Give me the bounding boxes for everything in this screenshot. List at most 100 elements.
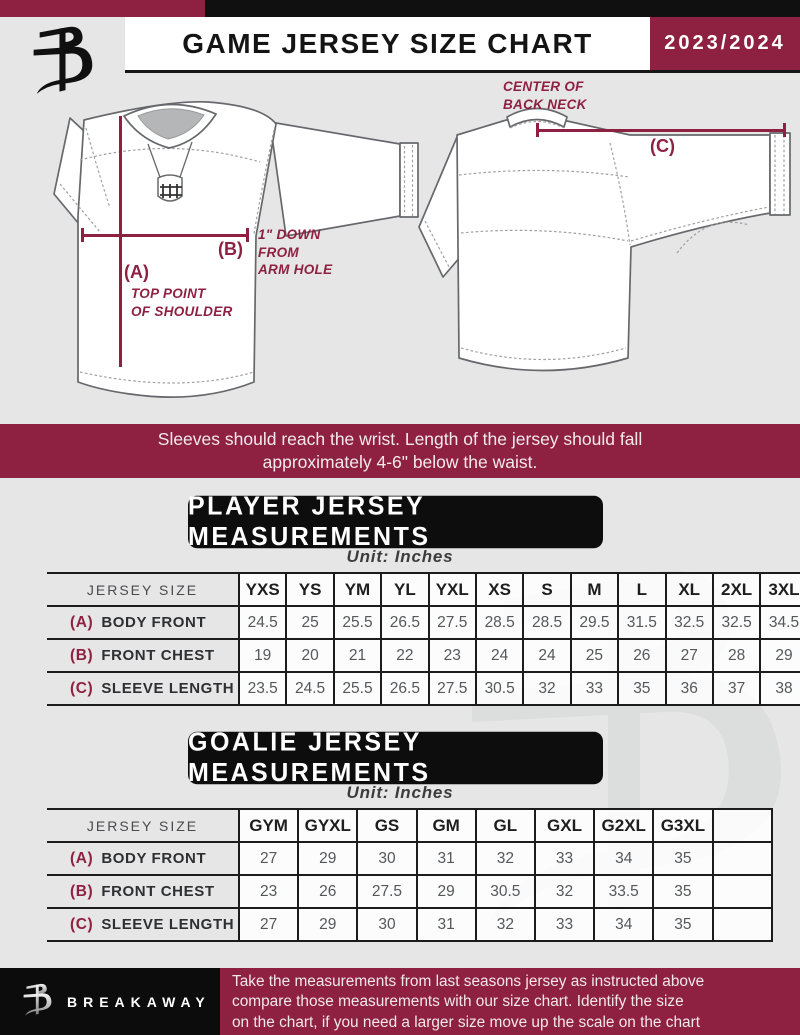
measurement-cell: 32.5 bbox=[711, 605, 762, 640]
season-badge: 2023/2024 bbox=[650, 17, 800, 70]
measurement-cell: 31.5 bbox=[617, 605, 667, 640]
measure-line-c-tick-left bbox=[536, 123, 539, 137]
measurement-cell: 27 bbox=[237, 841, 300, 876]
size-column-header: GYM bbox=[237, 808, 300, 843]
measurement-cell: 24.5 bbox=[285, 671, 335, 706]
breakaway-logo-icon bbox=[33, 26, 93, 94]
row-label: (B) FRONT CHEST bbox=[47, 874, 240, 909]
measurement-cell: 29 bbox=[297, 841, 359, 876]
row-marker: (B) bbox=[70, 882, 94, 900]
measurement-cell: 31 bbox=[415, 841, 477, 876]
measurement-cell: 27 bbox=[237, 907, 300, 942]
note-line: OF SHOULDER bbox=[131, 303, 233, 319]
footer-line: Take the measurements from last seasons … bbox=[232, 972, 705, 990]
size-column-header: 3XL bbox=[759, 572, 800, 607]
center-back-neck-note: CENTER OF BACK NECK bbox=[503, 78, 587, 113]
measurement-cell bbox=[711, 841, 773, 876]
one-inch-down-note: 1" DOWN FROM ARM HOLE bbox=[258, 226, 332, 279]
size-column-header: L bbox=[617, 572, 667, 607]
measurement-cell: 30.5 bbox=[474, 874, 536, 909]
row-name: FRONT CHEST bbox=[101, 882, 215, 900]
page-title: GAME JERSEY SIZE CHART bbox=[125, 17, 650, 70]
measurement-cell: 24 bbox=[522, 638, 572, 673]
measurement-cell: 27 bbox=[664, 638, 714, 673]
measurement-cell: 32.5 bbox=[664, 605, 714, 640]
measurement-cell: 31 bbox=[415, 907, 477, 942]
measurement-cell: 22 bbox=[380, 638, 430, 673]
measurement-cell: 30 bbox=[356, 841, 418, 876]
note-line: FROM bbox=[258, 244, 299, 260]
row-marker: (C) bbox=[70, 915, 94, 933]
measurement-cell: 23 bbox=[427, 638, 477, 673]
measurement-cell: 21 bbox=[332, 638, 383, 673]
size-column-header: YL bbox=[380, 572, 430, 607]
size-column-header: GXL bbox=[533, 808, 596, 843]
measurement-cell: 19 bbox=[237, 638, 288, 673]
measurement-cell: 34.5 bbox=[759, 605, 800, 640]
size-column-header: 2XL bbox=[711, 572, 762, 607]
measurement-cell: 25.5 bbox=[332, 671, 383, 706]
measurement-cell: 35 bbox=[617, 671, 667, 706]
measurement-cell: 35 bbox=[652, 841, 714, 876]
measurement-cell: 32 bbox=[474, 907, 536, 942]
row-label: (C) SLEEVE LENGTH bbox=[47, 671, 240, 706]
measurement-cell: 26.5 bbox=[380, 605, 430, 640]
size-column-header bbox=[711, 808, 773, 843]
marker-c-label: (C) bbox=[650, 136, 675, 156]
size-column-header: GYXL bbox=[297, 808, 359, 843]
measure-line-b-tick-left bbox=[81, 228, 84, 242]
footer-brand-block: BREAKAWAY bbox=[0, 968, 220, 1035]
measurement-cell: 33.5 bbox=[593, 874, 655, 909]
measurement-cell: 23 bbox=[237, 874, 300, 909]
measurement-cell: 33 bbox=[533, 907, 596, 942]
measurement-cell: 38 bbox=[759, 671, 800, 706]
measurement-row: (A) BODY FRONT 27 29 30 31 32 33 34 35 bbox=[47, 841, 773, 876]
size-column-header: YS bbox=[285, 572, 335, 607]
measurement-cell: 26 bbox=[297, 874, 359, 909]
size-header-row: JERSEY SIZE GYM GYXL GS GM GL GXL G2XL G3XL bbox=[47, 808, 773, 843]
top-point-of-shoulder-note: TOP POINT OF SHOULDER bbox=[131, 285, 233, 320]
measurement-row: (B) FRONT CHEST 23 26 27.5 29 30.5 32 33.5 35 bbox=[47, 874, 773, 909]
size-column-header: M bbox=[569, 572, 620, 607]
table-corner-label: JERSEY SIZE bbox=[47, 572, 240, 607]
measurement-cell: 30.5 bbox=[474, 671, 525, 706]
table-corner-label: JERSEY SIZE bbox=[47, 808, 240, 843]
note-line: ARM HOLE bbox=[258, 262, 333, 277]
size-column-header: YM bbox=[332, 572, 383, 607]
measurement-row: (B) FRONT CHEST 19 20 21 22 23 24 24 25 26 27 28 29 bbox=[47, 638, 800, 673]
footer-line: on the chart, if you need a larger size … bbox=[232, 1013, 700, 1031]
size-column-header: YXS bbox=[237, 572, 288, 607]
fit-note-banner: Sleeves should reach the wrist. Length o… bbox=[0, 424, 800, 478]
note-line: BACK NECK bbox=[503, 96, 587, 112]
measure-line-c bbox=[537, 129, 785, 132]
footer-brand-name: BREAKAWAY bbox=[67, 993, 211, 1010]
measurement-cell: 34 bbox=[593, 841, 655, 876]
size-column-header: GS bbox=[356, 808, 418, 843]
player-measurements-table: JERSEY SIZE YXS YS YM YL YXL XS S M L XL 2XL 3XL (A) B… bbox=[47, 572, 800, 706]
measurement-cell: 33 bbox=[533, 841, 596, 876]
top-strip-black bbox=[205, 0, 800, 17]
measure-line-c-tick-right bbox=[783, 123, 786, 137]
top-strip-maroon bbox=[0, 0, 205, 17]
row-marker: (C) bbox=[70, 679, 94, 697]
breakaway-footer-logo-icon bbox=[23, 983, 52, 1016]
row-label: (C) SLEEVE LENGTH bbox=[47, 907, 240, 942]
measurement-cell: 27.5 bbox=[427, 671, 477, 706]
measurement-cell: 34 bbox=[593, 907, 655, 942]
row-label: (A) BODY FRONT bbox=[47, 841, 240, 876]
size-header-row: JERSEY SIZE YXS YS YM YL YXL XS S M L XL 2XL 3XL bbox=[47, 572, 800, 607]
fit-note-line: approximately 4-6" below the waist. bbox=[262, 452, 538, 472]
measurement-cell: 37 bbox=[711, 671, 762, 706]
measurement-cell: 28.5 bbox=[522, 605, 572, 640]
measurement-cell: 32 bbox=[474, 841, 536, 876]
size-column-header: XS bbox=[474, 572, 525, 607]
measurement-cell: 25 bbox=[569, 638, 620, 673]
measurement-cell: 29 bbox=[415, 874, 477, 909]
goalie-section-heading: GOALIE JERSEY MEASUREMENTS bbox=[188, 728, 603, 787]
measure-line-b-tick-right bbox=[246, 228, 249, 242]
marker-b-label: (B) bbox=[218, 239, 243, 259]
note-line: 1" DOWN bbox=[258, 227, 321, 242]
player-unit-label: Unit: Inches bbox=[346, 547, 454, 566]
size-column-header: GM bbox=[415, 808, 477, 843]
